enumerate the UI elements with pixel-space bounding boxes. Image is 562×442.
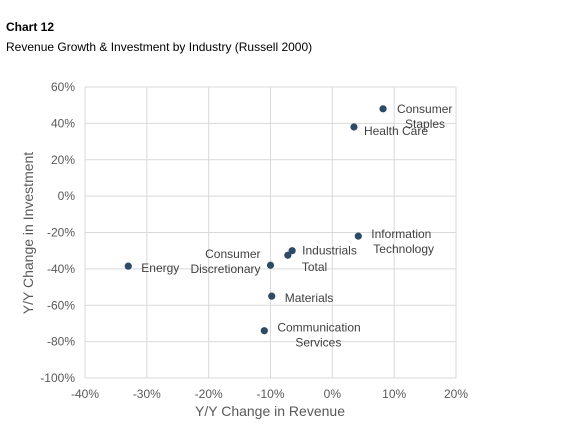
x-axis-ticks: -40% -30% -20% -10% 0% 10% 20% xyxy=(71,387,468,401)
y-tick-label: 20% xyxy=(51,153,75,167)
data-point xyxy=(288,247,296,255)
grid-lines xyxy=(84,86,457,379)
y-axis-ticks: -100% -80% -60% -40% -20% 0% 20% 40% 60% xyxy=(40,80,75,385)
point-label: Consumer Discretionary xyxy=(190,247,260,276)
x-tick-label: 0% xyxy=(324,387,342,401)
data-points xyxy=(124,105,387,335)
y-axis-title: Y/Y Change in Investment xyxy=(20,152,36,315)
point-label: Information Technology xyxy=(371,227,434,256)
data-point xyxy=(350,123,358,131)
y-tick-label: 60% xyxy=(51,80,75,94)
chart-title: Revenue Growth & Investment by Industry … xyxy=(6,40,313,54)
x-tick-label: -20% xyxy=(195,387,223,401)
point-label: Health Care xyxy=(364,124,428,138)
data-point xyxy=(124,262,132,270)
data-point xyxy=(284,251,292,259)
y-tick-label: -60% xyxy=(47,298,75,312)
y-tick-label: -100% xyxy=(40,371,75,385)
data-point xyxy=(379,105,387,113)
data-point xyxy=(260,327,268,335)
x-tick-label: 10% xyxy=(382,387,406,401)
point-label: Consumer Staples xyxy=(397,102,452,131)
point-label: Energy xyxy=(141,261,179,275)
x-tick-label: -30% xyxy=(133,387,161,401)
data-point xyxy=(354,232,362,240)
point-label: Communication Services xyxy=(277,321,360,350)
point-label: Total xyxy=(302,260,327,274)
y-tick-label: -80% xyxy=(47,335,75,349)
x-axis-title: Y/Y Change in Revenue xyxy=(195,403,345,419)
chart-number: Chart 12 xyxy=(6,20,55,34)
data-point xyxy=(268,292,276,300)
point-label: Industrials xyxy=(302,244,357,258)
y-tick-label: -20% xyxy=(47,226,75,240)
x-tick-label: 20% xyxy=(444,387,468,401)
y-tick-label: 40% xyxy=(51,116,75,130)
x-tick-label: -10% xyxy=(256,387,284,401)
data-point xyxy=(266,261,275,269)
y-tick-label: -40% xyxy=(47,262,75,276)
x-tick-label: -40% xyxy=(71,387,99,401)
y-tick-label: 0% xyxy=(58,189,76,203)
point-label: Materials xyxy=(285,291,334,305)
